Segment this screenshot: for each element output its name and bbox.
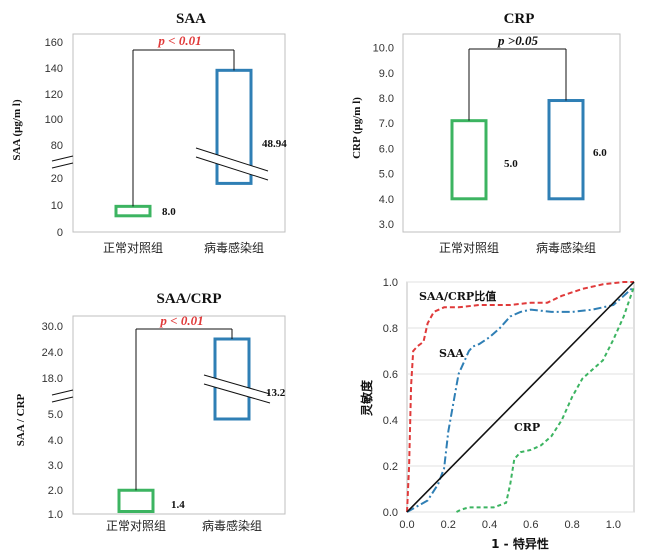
saa-box-break-mark	[195, 156, 269, 181]
roc-x-tick-label: 0.2	[441, 519, 456, 531]
roc-curve-label-ratio: SAA/CRP比值	[419, 289, 496, 303]
ratio-y-tick-label: 18.0	[42, 373, 63, 385]
roc-curve-saa	[406, 285, 635, 513]
crp-plot-frame	[402, 33, 621, 233]
saa-y-tick-label: 20	[51, 173, 63, 185]
crp-value-control: 5.0	[504, 158, 518, 170]
crp-ylabel: CRP (μg/m l)	[351, 97, 363, 159]
roc-y-tick-label: 0.0	[383, 507, 398, 519]
crp-p-value: p >0.05	[497, 33, 538, 48]
crp-y-tick-label: 8.0	[379, 93, 394, 105]
roc-reference-line	[406, 281, 635, 513]
roc-y-tick-label: 0.6	[383, 369, 398, 381]
crp-y-tick-label: 10.0	[373, 43, 394, 55]
saa-y-tick-label: 140	[45, 63, 63, 75]
ratio-category-label: 正常对照组	[106, 519, 166, 533]
roc-x-tick-label: 0.6	[523, 519, 538, 531]
saa-y-tick-label: 0	[57, 227, 63, 239]
saa-category-label: 正常对照组	[103, 241, 163, 255]
roc-y-tick-label: 0.4	[383, 415, 398, 427]
ratio-p-value: p < 0.01	[159, 313, 203, 328]
roc-xlabel: 1 - 特异性	[491, 536, 549, 551]
roc-ylabel: 灵敏度	[359, 379, 374, 416]
ratio-axis-break-mark	[51, 389, 74, 396]
saa-plot-frame	[72, 33, 286, 233]
crp-y-tick-label: 6.0	[379, 143, 394, 155]
ratio-title: SAA/CRP	[156, 291, 221, 307]
roc-x-tick-label: 0.0	[399, 519, 414, 531]
crp-value-infected: 6.0	[593, 147, 607, 159]
ratio-box-break-mark	[203, 383, 271, 404]
saa-value-control: 8.0	[162, 206, 176, 218]
saa-box-break-mark	[195, 147, 269, 172]
roc-curve-ratio	[406, 281, 634, 513]
saa-y-tick-label: 100	[45, 114, 63, 126]
saa-ylabel: SAA (μg/m l)	[11, 99, 23, 161]
roc-y-tick-label: 1.0	[383, 277, 398, 289]
crp-box-control	[450, 119, 488, 201]
roc-y-tick-label: 0.8	[383, 323, 398, 335]
ratio-y-tick-label: 3.0	[48, 460, 63, 472]
saa-box-control	[114, 204, 152, 218]
roc-curve-label-saa: SAA	[439, 347, 464, 360]
saa-y-tick-label: 80	[51, 140, 63, 152]
ratio-plot-frame	[72, 315, 286, 515]
crp-y-tick-label: 4.0	[379, 194, 394, 206]
saa-y-tick-label: 10	[51, 200, 63, 212]
ratio-box-control	[117, 488, 155, 513]
ratio-axis-break-mark	[51, 396, 74, 403]
roc-curve-label-crp: CRP	[514, 421, 540, 434]
crp-category-label: 病毒感染组	[536, 240, 596, 255]
roc-x-tick-label: 0.4	[482, 519, 497, 531]
crp-box-infected	[547, 99, 585, 201]
saa-panel: SAA SAA (μg/m l) 0 10 20 80 100 120 140 160 8.0 4…	[11, 11, 287, 255]
ratio-y-tick-label: 1.0	[48, 509, 63, 521]
ratio-value-infected: 13.2	[266, 387, 286, 399]
ratio-ylabel: SAA / CRP	[15, 393, 27, 446]
saa-value-infected: 48.94	[262, 138, 287, 150]
saa-axis-break-mark	[51, 162, 74, 169]
ratio-y-tick-label: 30.0	[42, 321, 63, 333]
crp-y-tick-label: 3.0	[379, 219, 394, 231]
ratio-box-break-mark	[203, 374, 271, 395]
ratio-box-infected	[213, 337, 251, 421]
crp-category-label: 正常对照组	[439, 241, 499, 255]
roc-panel: 1 - 特异性 灵敏度 0.0 0.2 0.4 0.6 0.8 1.0 0.0 0.2 0.4 0…	[359, 277, 635, 551]
saa-title: SAA	[176, 11, 206, 27]
saa-y-tick-label: 120	[45, 89, 63, 101]
crp-y-tick-label: 9.0	[379, 68, 394, 80]
crp-panel: CRP CRP (μg/m l) 3.0 4.0 5.0 6.0 7.0 8.0 9.0 10…	[351, 11, 621, 255]
crp-title: CRP	[504, 11, 535, 27]
saa-category-label: 病毒感染组	[204, 240, 264, 255]
ratio-value-control: 1.4	[171, 499, 185, 511]
saa-y-tick-label: 160	[45, 37, 63, 49]
ratio-y-tick-label: 2.0	[48, 485, 63, 497]
saa-p-value: p < 0.01	[157, 33, 201, 48]
ratio-y-tick-label: 24.0	[42, 347, 63, 359]
saa-axis-break-mark	[51, 155, 74, 162]
roc-y-tick-label: 0.2	[383, 461, 398, 473]
roc-curve-crp	[456, 286, 635, 513]
ratio-panel: SAA/CRP SAA / CRP 1.0 2.0 3.0 4.0 5.0 18.0 24.…	[15, 291, 286, 533]
ratio-y-tick-label: 4.0	[48, 435, 63, 447]
roc-x-tick-label: 0.8	[564, 519, 579, 531]
crp-y-tick-label: 5.0	[379, 169, 394, 181]
saa-box-break-gap	[196, 148, 268, 180]
ratio-category-label: 病毒感染组	[202, 518, 262, 533]
roc-x-tick-label: 1.0	[606, 519, 621, 531]
ratio-box-break-gap	[204, 375, 270, 403]
ratio-y-tick-label: 5.0	[48, 409, 63, 421]
crp-y-tick-label: 7.0	[379, 118, 394, 130]
